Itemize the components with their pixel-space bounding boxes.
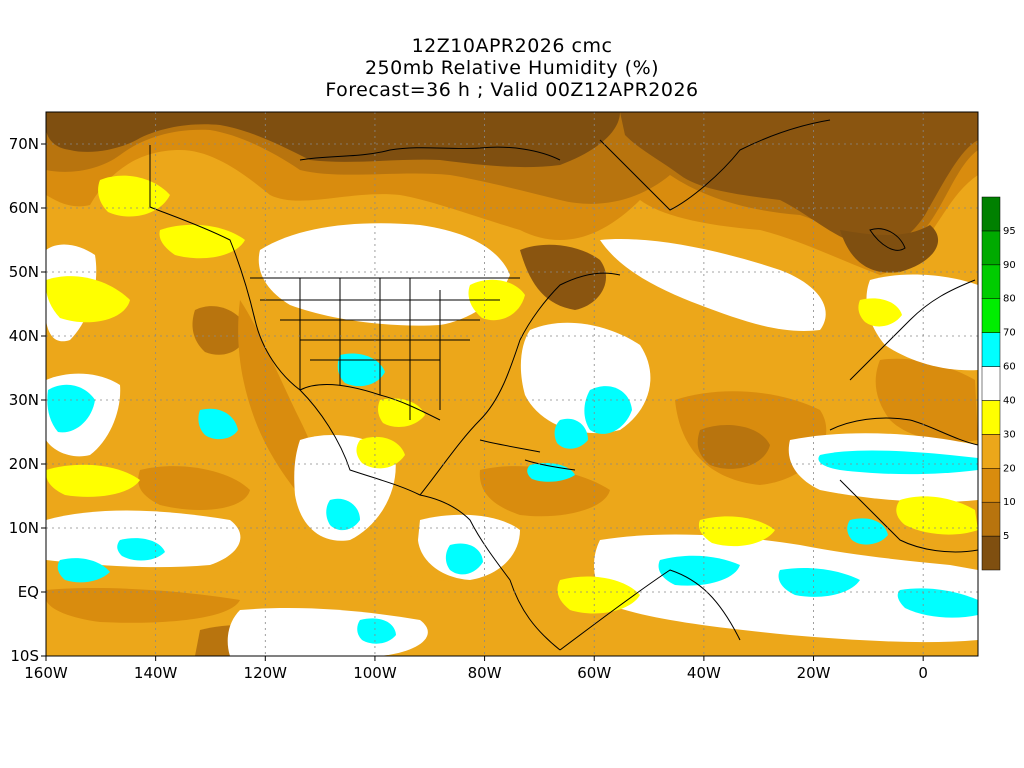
colorbar-swatch bbox=[981, 298, 1001, 333]
colorbar-label: 20 bbox=[1003, 463, 1016, 474]
longitude-axis: 160W 140W 120W 100W 80W 60W 40W 20W 0 bbox=[24, 656, 928, 682]
lon-tick-label: 80W bbox=[468, 664, 502, 682]
colorbar-swatch bbox=[981, 264, 1001, 299]
lon-tick-label: 20W bbox=[797, 664, 831, 682]
lat-tick-label: 60N bbox=[9, 199, 39, 217]
colorbar-swatch bbox=[981, 230, 1001, 266]
lat-tick-label: 30N bbox=[9, 391, 39, 409]
colorbar-swatch bbox=[981, 468, 1001, 503]
lon-tick-label: 120W bbox=[244, 664, 288, 682]
colorbar-label: 95 bbox=[1003, 226, 1016, 237]
colorbar-label: 30 bbox=[1003, 429, 1016, 440]
colorbar-label: 5 bbox=[1003, 531, 1009, 542]
colorbar-swatch bbox=[981, 366, 1001, 401]
lon-tick-label: 140W bbox=[134, 664, 178, 682]
colorbar-swatch bbox=[981, 400, 1001, 435]
lon-tick-label: 160W bbox=[24, 664, 68, 682]
map-title-line-3: Forecast=36 h ; Valid 00Z12APR2026 bbox=[325, 79, 699, 101]
colorbar-label: 90 bbox=[1003, 260, 1016, 271]
colorbar-label: 60 bbox=[1003, 362, 1016, 373]
colorbar-label: 40 bbox=[1003, 395, 1016, 406]
colorbar-swatch bbox=[981, 196, 1001, 232]
lon-tick-label: 0 bbox=[918, 664, 928, 682]
lat-tick-label: 50N bbox=[9, 263, 39, 281]
lon-tick-label: 60W bbox=[577, 664, 611, 682]
colorbar-swatch bbox=[981, 535, 1001, 571]
lat-tick-label: 40N bbox=[9, 327, 39, 345]
colorbar-label: 80 bbox=[1003, 294, 1016, 305]
map-title-line-1: 12Z10APR2026 cmc bbox=[411, 35, 613, 57]
map-frame bbox=[45, 111, 979, 657]
latitude-axis: 70N 60N 50N 40N 30N 20N 10N EQ 10S bbox=[9, 135, 46, 665]
lat-tick-label: 10S bbox=[10, 647, 39, 665]
colorbar-swatch bbox=[981, 332, 1001, 367]
colorbar-label: 10 bbox=[1003, 497, 1016, 508]
colorbar-swatch bbox=[981, 434, 1001, 469]
colorbar: 5 10 20 30 40 60 70 80 90 95 bbox=[981, 196, 1016, 571]
lat-tick-label: EQ bbox=[18, 583, 39, 601]
humidity-field bbox=[46, 112, 978, 656]
lon-tick-label: 100W bbox=[353, 664, 397, 682]
lat-tick-label: 10N bbox=[9, 519, 39, 537]
colorbar-label: 70 bbox=[1003, 328, 1016, 339]
coastlines bbox=[149, 119, 978, 651]
map-title-line-2: 250mb Relative Humidity (%) bbox=[364, 57, 660, 79]
lon-tick-label: 40W bbox=[687, 664, 721, 682]
lat-tick-label: 70N bbox=[9, 135, 39, 153]
lat-tick-label: 20N bbox=[9, 455, 39, 473]
graticule bbox=[46, 112, 978, 656]
colorbar-swatch bbox=[981, 501, 1001, 537]
